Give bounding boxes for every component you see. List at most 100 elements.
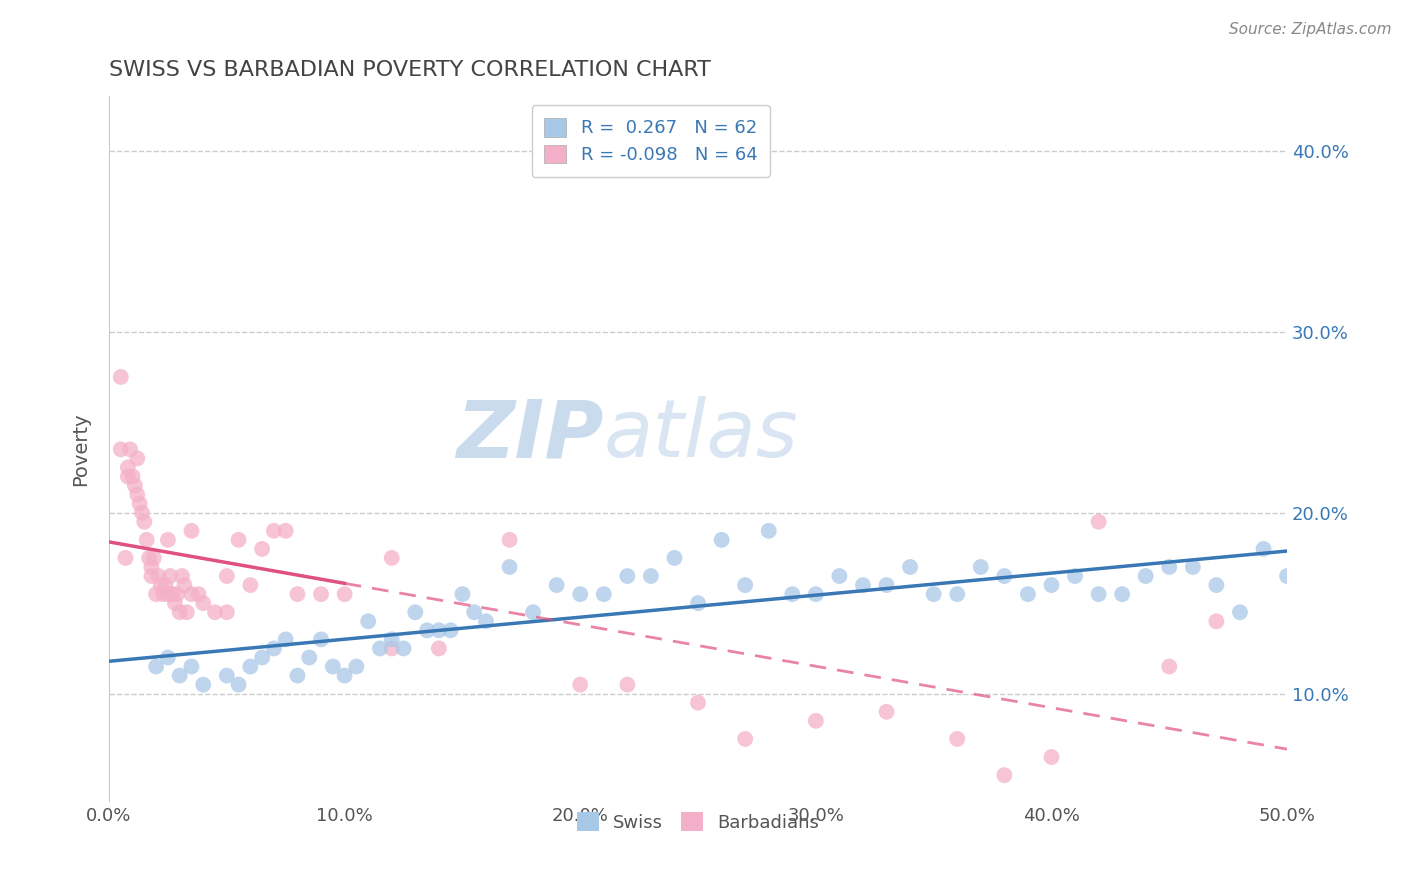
- Point: [163, 596, 186, 610]
- Point: [734, 731, 756, 746]
- Point: [898, 560, 921, 574]
- Point: [569, 587, 592, 601]
- Point: [1087, 515, 1109, 529]
- Point: [1064, 569, 1087, 583]
- Point: [287, 668, 309, 682]
- Point: [180, 659, 202, 673]
- Point: [228, 678, 250, 692]
- Point: [121, 469, 143, 483]
- Point: [946, 587, 969, 601]
- Point: [263, 524, 285, 538]
- Point: [274, 524, 297, 538]
- Point: [169, 668, 191, 682]
- Point: [1205, 615, 1227, 629]
- Point: [309, 632, 332, 647]
- Y-axis label: Poverty: Poverty: [72, 412, 90, 486]
- Point: [204, 605, 226, 619]
- Point: [145, 659, 167, 673]
- Point: [357, 615, 380, 629]
- Point: [180, 587, 202, 601]
- Point: [686, 596, 709, 610]
- Point: [239, 659, 262, 673]
- Point: [993, 768, 1015, 782]
- Text: atlas: atlas: [603, 396, 799, 475]
- Point: [381, 641, 404, 656]
- Point: [463, 605, 485, 619]
- Point: [176, 605, 198, 619]
- Point: [404, 605, 426, 619]
- Point: [309, 587, 332, 601]
- Point: [993, 569, 1015, 583]
- Text: ZIP: ZIP: [457, 396, 603, 475]
- Point: [1253, 541, 1275, 556]
- Point: [664, 550, 686, 565]
- Point: [138, 550, 160, 565]
- Point: [298, 650, 321, 665]
- Point: [333, 587, 356, 601]
- Point: [852, 578, 875, 592]
- Point: [145, 587, 167, 601]
- Point: [148, 569, 170, 583]
- Point: [114, 550, 136, 565]
- Point: [239, 578, 262, 592]
- Point: [686, 696, 709, 710]
- Point: [1135, 569, 1157, 583]
- Point: [1017, 587, 1039, 601]
- Point: [156, 650, 179, 665]
- Point: [782, 587, 804, 601]
- Point: [381, 632, 404, 647]
- Point: [1040, 750, 1063, 764]
- Point: [1040, 578, 1063, 592]
- Point: [640, 569, 662, 583]
- Point: [427, 641, 450, 656]
- Point: [274, 632, 297, 647]
- Point: [155, 578, 177, 592]
- Point: [427, 624, 450, 638]
- Point: [322, 659, 344, 673]
- Point: [141, 569, 163, 583]
- Point: [734, 578, 756, 592]
- Point: [159, 569, 181, 583]
- Point: [970, 560, 993, 574]
- Point: [946, 731, 969, 746]
- Text: SWISS VS BARBADIAN POVERTY CORRELATION CHART: SWISS VS BARBADIAN POVERTY CORRELATION C…: [110, 60, 711, 79]
- Point: [498, 560, 520, 574]
- Point: [124, 478, 146, 492]
- Point: [117, 460, 139, 475]
- Point: [1181, 560, 1204, 574]
- Point: [758, 524, 780, 538]
- Point: [173, 578, 195, 592]
- Point: [344, 659, 367, 673]
- Point: [149, 578, 172, 592]
- Point: [120, 442, 142, 457]
- Point: [381, 550, 404, 565]
- Point: [134, 515, 156, 529]
- Point: [1159, 560, 1181, 574]
- Point: [498, 533, 520, 547]
- Point: [193, 678, 215, 692]
- Point: [828, 569, 851, 583]
- Point: [250, 650, 273, 665]
- Point: [193, 596, 215, 610]
- Point: [152, 587, 174, 601]
- Point: [876, 705, 898, 719]
- Point: [569, 678, 592, 692]
- Point: [1229, 605, 1251, 619]
- Point: [616, 678, 638, 692]
- Point: [922, 587, 945, 601]
- Point: [127, 487, 149, 501]
- Point: [1111, 587, 1133, 601]
- Point: [333, 668, 356, 682]
- Point: [135, 533, 157, 547]
- Point: [156, 533, 179, 547]
- Point: [162, 587, 184, 601]
- Point: [392, 641, 415, 656]
- Point: [804, 587, 827, 601]
- Point: [156, 587, 179, 601]
- Point: [368, 641, 391, 656]
- Point: [166, 587, 188, 601]
- Point: [522, 605, 544, 619]
- Point: [141, 560, 163, 574]
- Point: [1205, 578, 1227, 592]
- Point: [804, 714, 827, 728]
